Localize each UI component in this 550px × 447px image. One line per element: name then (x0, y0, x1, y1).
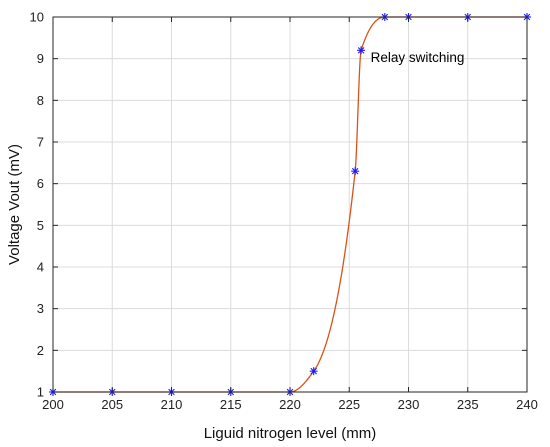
y-tick-label: 6 (37, 176, 44, 191)
x-tick-label: 225 (338, 397, 360, 412)
grid (52, 16, 528, 393)
annotation-label: Relay switching (371, 50, 465, 65)
y-tick-labels: 1 2 3 4 5 6 7 8 9 10 (30, 10, 44, 400)
x-tick-label: 215 (220, 397, 242, 412)
x-tick-label: 235 (457, 397, 479, 412)
x-tick-label: 210 (161, 397, 183, 412)
data-point-marker (357, 46, 366, 55)
annotation-layer: Relay switching (371, 50, 465, 65)
data-point-marker (351, 167, 360, 176)
y-tick-label: 2 (37, 343, 44, 358)
x-tick-label: 205 (101, 397, 123, 412)
y-axis-label: Voltage Vout (mV) (6, 144, 23, 265)
y-tick-label: 4 (37, 260, 44, 275)
y-tick-label: 1 (37, 385, 44, 400)
axis-ticks (52, 16, 528, 393)
y-tick-label: 9 (37, 51, 44, 66)
y-tick-label: 10 (30, 10, 44, 25)
x-tick-labels: 200 205 210 215 220 225 230 235 240 (42, 397, 538, 412)
y-tick-label: 3 (37, 301, 44, 316)
x-tick-label: 240 (516, 397, 538, 412)
x-tick-label: 230 (398, 397, 420, 412)
x-tick-label: 200 (42, 397, 64, 412)
x-axis-label: Liguid nitrogen level (mm) (204, 425, 377, 442)
y-tick-label: 7 (37, 135, 44, 150)
data-point-marker (309, 367, 318, 376)
y-tick-label: 5 (37, 218, 44, 233)
x-tick-label: 220 (279, 397, 301, 412)
y-tick-label: 8 (37, 93, 44, 108)
